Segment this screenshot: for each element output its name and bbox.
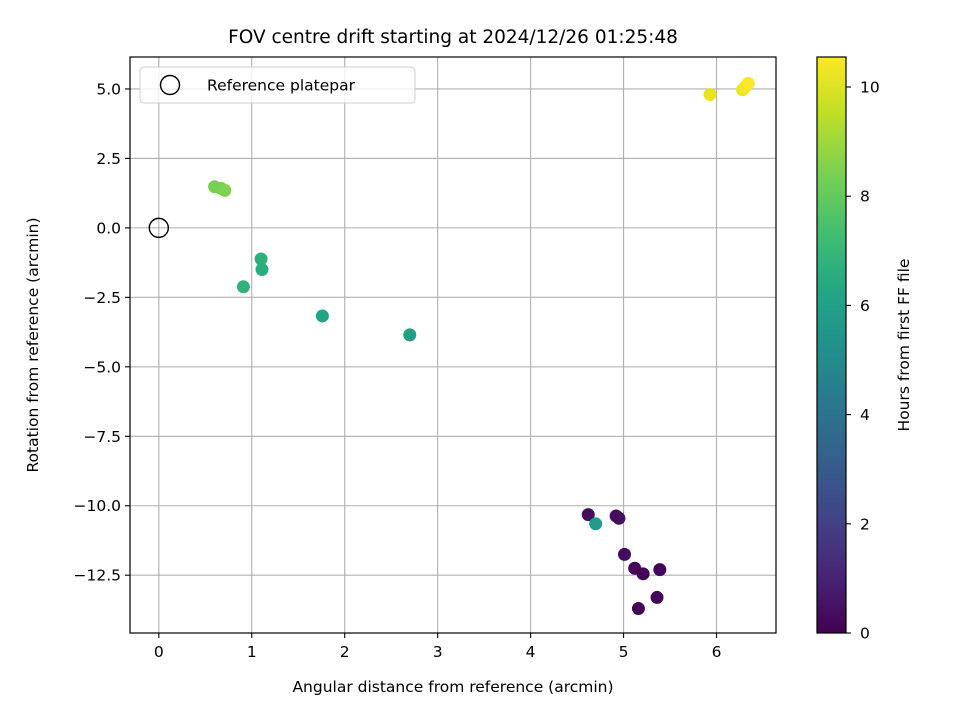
colorbar-tick-label: 10 (860, 79, 880, 97)
reference-platepar-marker (148, 217, 170, 239)
data-point (653, 563, 667, 577)
legend-reference-marker (159, 74, 181, 96)
x-tick-label: 0 (154, 643, 164, 661)
data-point (589, 517, 603, 531)
x-tick-label: 1 (247, 643, 257, 661)
x-axis-label: Angular distance from reference (arcmin) (292, 678, 613, 696)
data-point (612, 511, 626, 525)
y-axis-ticks: −12.5 −10.0 −7.5 −5.0 −2.5 0.0 2.5 5.0 (74, 80, 130, 585)
y-tick-label: −7.5 (83, 428, 121, 446)
colorbar-label: Hours from first FF file (895, 259, 913, 432)
x-tick-label: 5 (619, 643, 629, 661)
data-points (208, 76, 755, 616)
data-point (650, 590, 664, 604)
x-tick-label: 6 (712, 643, 722, 661)
data-point (254, 252, 268, 266)
x-axis-ticks: 0 1 2 3 4 5 6 (154, 633, 722, 661)
data-point (255, 263, 269, 277)
colorbar-tick-label: 2 (860, 515, 870, 533)
data-point (617, 547, 631, 561)
y-tick-label: −12.5 (74, 567, 122, 585)
data-point (703, 88, 717, 102)
legend: Reference platepar (139, 66, 416, 104)
y-axis-label: Rotation from reference (arcmin) (24, 217, 42, 472)
y-tick-label: 2.5 (96, 150, 121, 168)
x-tick-label: 4 (526, 643, 536, 661)
colorbar-tick-label: 0 (860, 625, 870, 643)
y-tick-label: −2.5 (83, 289, 121, 307)
data-point (236, 280, 250, 294)
data-point (218, 183, 232, 197)
colorbar-tick-label: 8 (860, 188, 870, 206)
legend-box (139, 66, 416, 104)
x-tick-label: 3 (433, 643, 443, 661)
colorbar-tick-label: 4 (860, 406, 870, 424)
chart-title: FOV centre drift starting at 2024/12/26 … (228, 27, 678, 48)
data-point (581, 508, 595, 522)
y-tick-label: −10.0 (74, 497, 122, 515)
legend-label: Reference platepar (207, 77, 356, 95)
plot-area (130, 57, 776, 633)
x-tick-label: 2 (340, 643, 350, 661)
colorbar-tick-label: 6 (860, 297, 870, 315)
colorbar (816, 56, 847, 634)
plot-frame (129, 56, 777, 634)
y-tick-label: 5.0 (96, 80, 121, 98)
data-point (403, 328, 417, 342)
reference-marker-layer (148, 217, 170, 239)
y-tick-label: 0.0 (96, 219, 121, 237)
colorbar-ticks: 0 2 4 6 8 10 (846, 79, 880, 643)
data-point (315, 309, 329, 323)
data-point (741, 76, 755, 90)
data-point (631, 602, 645, 616)
y-tick-label: −5.0 (83, 358, 121, 376)
data-point (636, 567, 650, 581)
grid (130, 57, 776, 633)
